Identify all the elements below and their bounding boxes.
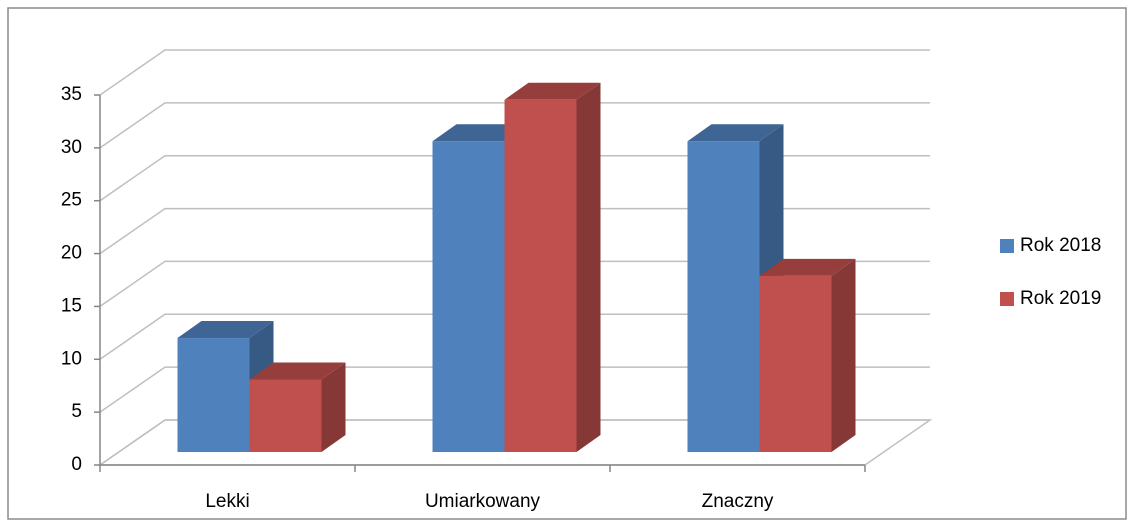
x-tick-label: Lekki (205, 491, 249, 512)
y-tick-label: 25 (61, 190, 82, 211)
bar-side (576, 82, 601, 452)
grid-line (99, 419, 930, 466)
legend-swatch (1000, 292, 1014, 306)
bar (177, 338, 250, 452)
legend-label: Rok 2019 (1020, 288, 1101, 309)
grid-line (99, 207, 930, 255)
y-tick-label: 15 (61, 295, 82, 316)
grid-line (99, 366, 930, 413)
bar (504, 99, 577, 452)
y-tick-label: 10 (61, 348, 82, 369)
bar (432, 141, 505, 452)
bar (687, 141, 760, 452)
bar-top (504, 82, 601, 100)
y-tick-label: 0 (71, 454, 82, 475)
y-tick-label: 5 (71, 401, 82, 422)
x-tick-label: Znaczny (702, 491, 774, 512)
grid-line (99, 154, 930, 202)
bar-top (177, 321, 274, 339)
legend-label: Rok 2018 (1020, 235, 1101, 256)
y-tick-label: 35 (61, 84, 82, 105)
bar (759, 275, 832, 452)
y-tick-label: 20 (61, 243, 82, 264)
bar-side (831, 258, 856, 452)
x-tick-label: Umiarkowany (425, 491, 541, 512)
grid-line (99, 260, 930, 308)
grid-line (99, 313, 930, 360)
bar-top (687, 124, 784, 142)
grid-line (99, 102, 930, 149)
bar (249, 379, 322, 452)
bar-top (759, 258, 856, 276)
grid-line (99, 49, 930, 96)
bar-top (249, 362, 346, 380)
y-tick-label: 30 (61, 137, 82, 158)
legend-swatch (1000, 239, 1014, 253)
bar-side (321, 362, 346, 452)
